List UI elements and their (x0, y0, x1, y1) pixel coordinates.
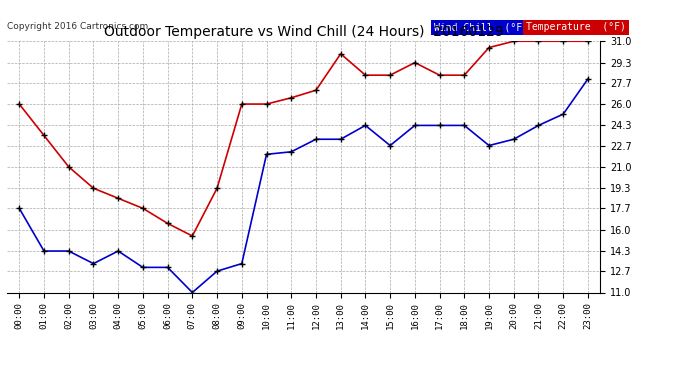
Text: Wind Chill  (°F): Wind Chill (°F) (434, 22, 528, 32)
Text: Copyright 2016 Cartronics.com: Copyright 2016 Cartronics.com (7, 22, 148, 31)
Title: Outdoor Temperature vs Wind Chill (24 Hours)  20160129: Outdoor Temperature vs Wind Chill (24 Ho… (104, 25, 504, 39)
Text: Temperature  (°F): Temperature (°F) (526, 22, 626, 32)
